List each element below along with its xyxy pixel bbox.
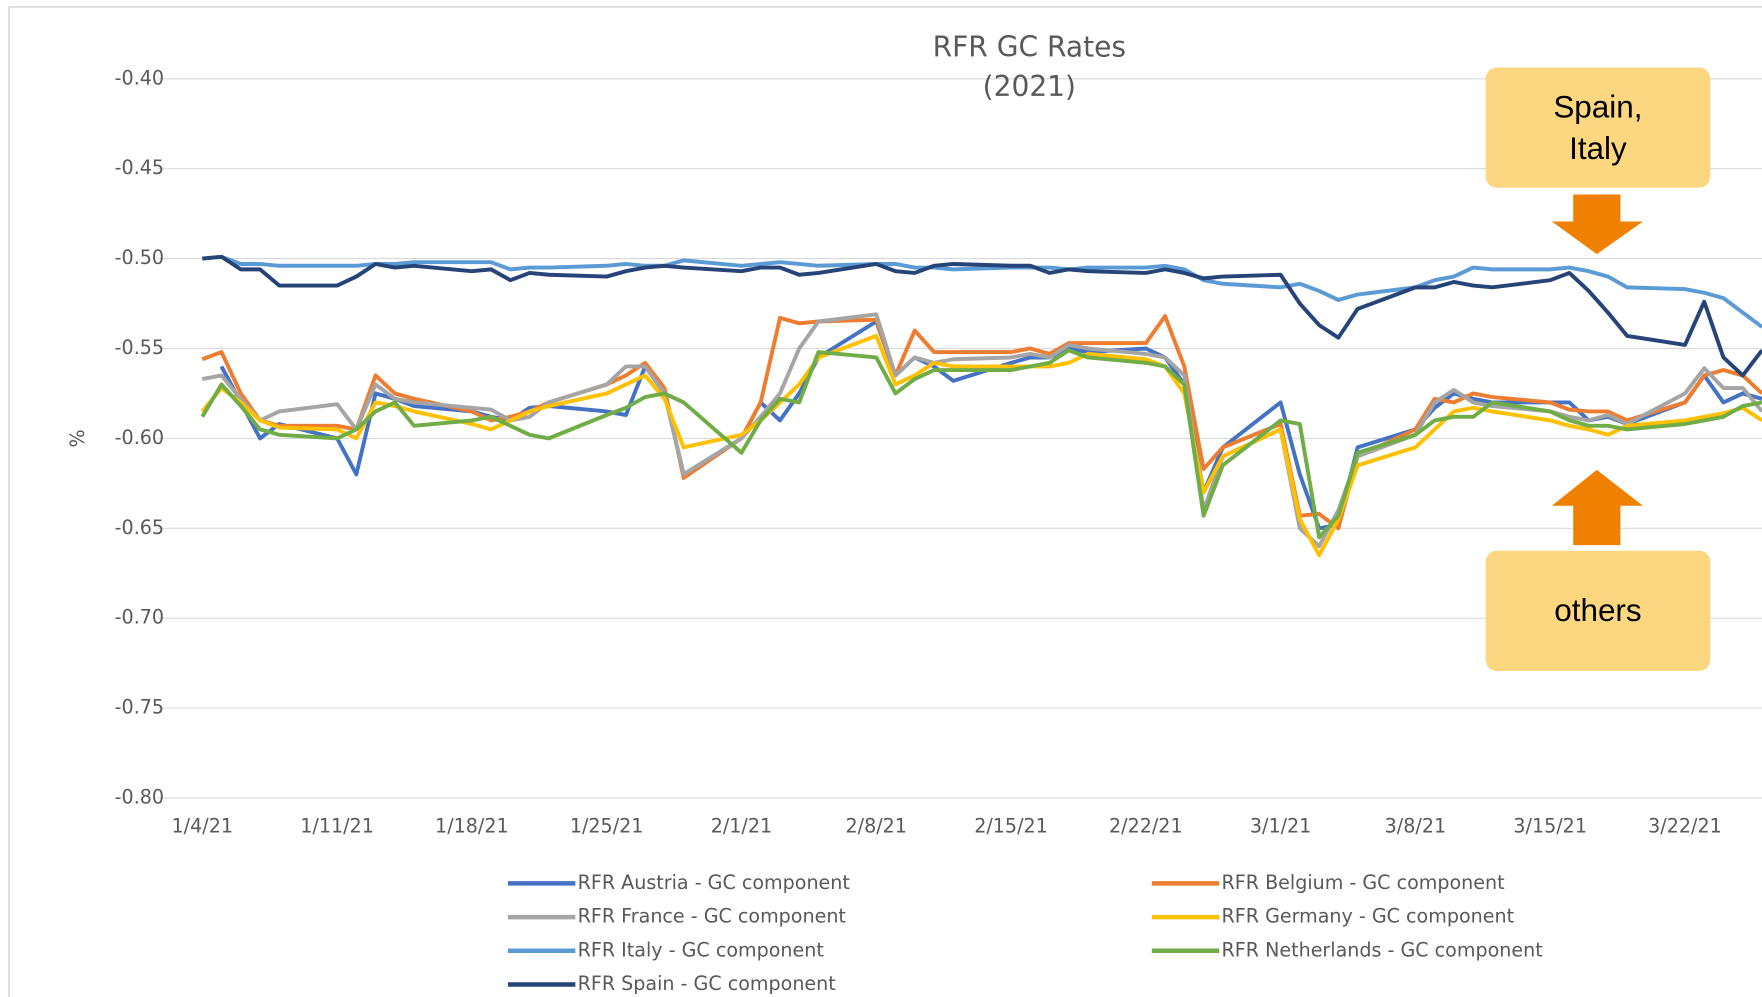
annotation-text: Spain,: [1553, 89, 1642, 124]
plot-lines: [200, 254, 1762, 558]
annotation-text: others: [1554, 593, 1641, 628]
series-line: [202, 254, 1762, 329]
series-line: [202, 254, 1762, 378]
x-tick-label: 1/25/21: [570, 815, 644, 838]
x-tick-label: 3/8/21: [1385, 815, 1446, 838]
annotation-box: [1485, 550, 1711, 671]
x-tick-label: 2/22/21: [1109, 815, 1183, 838]
x-tick-label: 1/18/21: [435, 815, 509, 838]
series-line: [219, 319, 1762, 531]
y-tick-label: -0.65: [115, 516, 164, 539]
x-tick-label: 1/11/21: [300, 815, 374, 838]
y-tick-label: -0.70: [115, 606, 164, 629]
x-tick-label: 3/15/21: [1513, 815, 1587, 838]
y-tick-label: -0.40: [115, 66, 164, 89]
arrow-up: [1551, 469, 1643, 546]
y-tick-label: -0.80: [115, 785, 164, 808]
y-tick-label: -0.55: [115, 336, 164, 359]
y-tick-label: -0.45: [115, 156, 164, 179]
x-tick-label: 3/22/21: [1648, 815, 1722, 838]
x-tick-label: 2/8/21: [845, 815, 906, 838]
series-line: [200, 348, 1762, 540]
x-tick-label: 1/4/21: [172, 815, 233, 838]
y-tick-label: -0.50: [115, 246, 164, 269]
legend-label: RFR Austria - GC component: [578, 871, 851, 894]
x-tick-label: 2/1/21: [711, 815, 772, 838]
chart-subtitle: (2021): [983, 70, 1076, 103]
arrow-down: [1551, 194, 1643, 255]
legend: RFR Austria - GC component RFR Belgium - …: [507, 871, 1543, 995]
chart-title: RFR GC Rates: [933, 30, 1126, 63]
annotation-box: [1485, 67, 1711, 188]
x-tick-label: 3/1/21: [1250, 815, 1311, 838]
legend-label: RFR Netherlands - GC component: [1221, 938, 1543, 961]
y-tick-label: -0.75: [115, 696, 164, 719]
x-tick-label: 2/15/21: [974, 815, 1048, 838]
series-line: [201, 314, 1762, 531]
y-tick-label: -0.60: [115, 426, 164, 449]
chart-frame: [8, 6, 1762, 997]
grid: -0.80 -0.75 -0.70 -0.65 -0.60 -0.55 -0.50 -0.45…: [115, 66, 1762, 838]
annotation-text: Italy: [1569, 131, 1627, 166]
series-line: [201, 312, 1762, 549]
y-axis-label: %: [66, 429, 89, 447]
legend-label: RFR Italy - GC component: [578, 938, 825, 961]
legend-label: RFR France - GC component: [578, 905, 847, 928]
legend-label: RFR Belgium - GC component: [1221, 871, 1505, 894]
legend-label: RFR Spain - GC component: [578, 972, 837, 995]
legend-label: RFR Germany - GC component: [1221, 905, 1514, 928]
